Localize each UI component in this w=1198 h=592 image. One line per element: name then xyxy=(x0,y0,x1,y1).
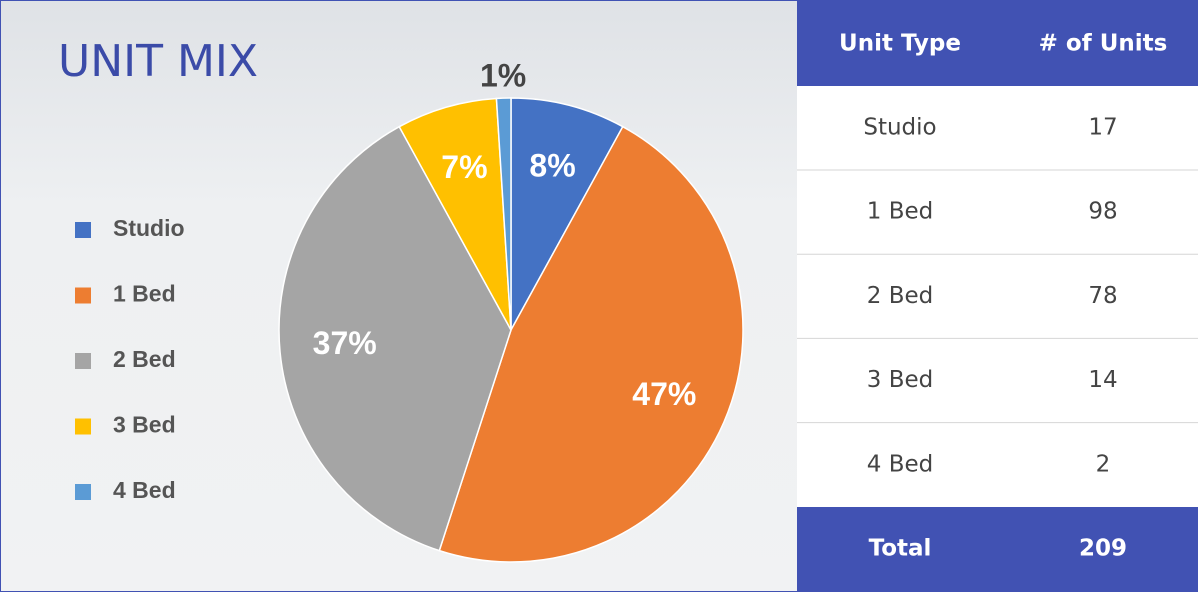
table-cell: 1 Bed xyxy=(867,199,933,225)
legend-label: 1 Bed xyxy=(113,281,176,307)
table-cell: 2 xyxy=(1096,451,1111,477)
legend-swatch xyxy=(75,288,91,304)
chart: UNIT MIX 8% 47% 37% 7% 1% Studio 1 Bed 2 Bed 3 B… xyxy=(0,0,1198,592)
table-header: # of Units xyxy=(1039,31,1168,57)
table-cell: 3 Bed xyxy=(867,367,933,393)
table-cell: Studio xyxy=(863,115,936,141)
data-label: 8% xyxy=(529,148,575,184)
table-footer-band xyxy=(797,507,1198,592)
legend-swatch xyxy=(75,484,91,500)
legend-swatch xyxy=(75,222,91,238)
data-label: 7% xyxy=(441,149,487,185)
data-label: 37% xyxy=(313,325,377,361)
legend-label: 2 Bed xyxy=(113,346,176,372)
table-footer: 209 xyxy=(1079,536,1127,562)
legend-swatch xyxy=(75,353,91,369)
slide: UNIT MIX 8% 47% 37% 7% 1% Studio 1 Bed 2 Bed 3 B… xyxy=(0,0,1198,592)
table-cell: 14 xyxy=(1088,367,1117,393)
legend-label: 3 Bed xyxy=(113,412,176,438)
legend-swatch xyxy=(75,419,91,435)
table-header: Unit Type xyxy=(839,31,961,57)
legend-label: Studio xyxy=(113,215,185,241)
chart-title: UNIT MIX xyxy=(58,36,258,87)
data-label: 47% xyxy=(632,376,696,412)
legend-label: 4 Bed xyxy=(113,477,176,503)
table-cell: 2 Bed xyxy=(867,283,933,309)
table-cell: 4 Bed xyxy=(867,451,933,477)
data-label: 1% xyxy=(480,58,526,94)
table-cell: 98 xyxy=(1088,199,1117,225)
table-cell: 78 xyxy=(1088,283,1117,309)
table-footer: Total xyxy=(869,536,932,562)
table-cell: 17 xyxy=(1088,115,1117,141)
table-background xyxy=(797,0,1198,592)
